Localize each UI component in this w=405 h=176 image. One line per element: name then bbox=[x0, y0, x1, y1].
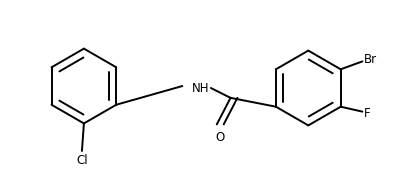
Text: F: F bbox=[364, 107, 371, 120]
Text: Cl: Cl bbox=[76, 154, 88, 167]
Text: O: O bbox=[215, 131, 224, 144]
Text: Br: Br bbox=[364, 53, 377, 66]
Text: NH: NH bbox=[192, 81, 210, 95]
